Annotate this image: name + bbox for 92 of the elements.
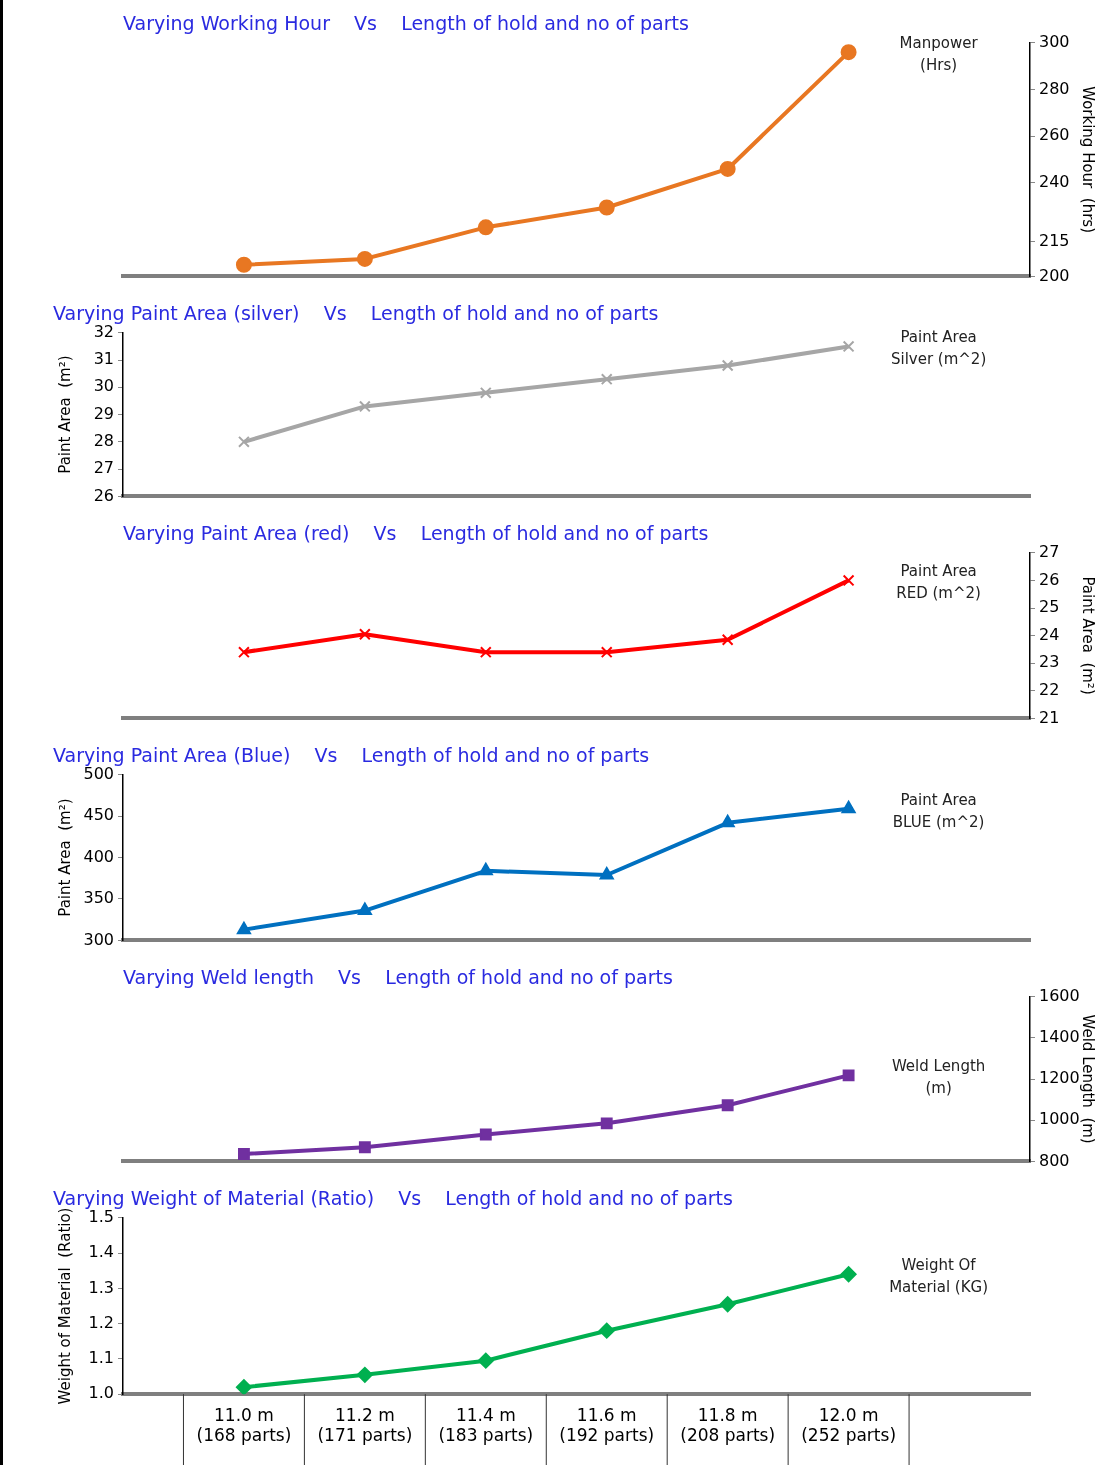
point [479,646,492,659]
point [237,435,250,448]
point [719,1296,736,1313]
y-tick-label: 280 [1039,78,1070,98]
point [358,1141,371,1154]
y-tick-label: 25 [1039,597,1060,617]
point [479,386,492,399]
y-tick-label: 31 [93,349,114,369]
point [720,814,735,828]
point [600,646,613,659]
point [358,628,371,641]
y-tick-label: 300 [1039,31,1070,51]
y-tick-label: 1600 [1039,985,1080,1005]
y-axis-title: Paint Area (m²) [55,798,74,917]
point [721,633,734,646]
y-tick-label: 1.4 [88,1242,114,1262]
y-tick-label: 30 [93,376,114,396]
point [478,862,493,876]
y-tick-label: 350 [83,888,114,908]
point [356,1366,373,1383]
y-tick-label: 27 [1039,541,1060,561]
y-tick-label: 400 [83,846,114,866]
x-tick-label: 11.4 m (183 parts) [438,1404,534,1446]
text: Manpower (Hrs) [899,34,979,75]
y-axis-title: Paint Area (m²) [1079,576,1098,695]
point [599,866,614,880]
y-axis-title: Paint Area (m²) [55,355,74,474]
y-tick-label: 24 [1039,624,1060,644]
text: Paint Area BLUE (m^2) [892,790,985,831]
y-tick-label: 450 [83,805,114,825]
point [598,199,615,216]
point [721,359,734,372]
point [721,1099,734,1112]
text: Weld Length (m) [891,1057,986,1098]
y-tick-label: 21 [1039,707,1060,727]
text: Paint Area Silver (m^2) [890,328,987,369]
y-tick-label: 215 [1039,230,1070,250]
point [840,1266,857,1283]
y-tick-label: 27 [93,458,114,478]
point [477,1352,494,1369]
text: Weight Of Material (KG) [889,1256,989,1297]
y-tick-label: 23 [1039,652,1060,672]
y-tick-label: 29 [93,403,114,423]
y-tick-label: 300 [83,929,114,949]
y-axis-title: Weld Length (m) [1079,1014,1098,1144]
point [357,902,372,916]
y-tick-label: 1400 [1039,1027,1080,1047]
chart-title: Varying Working Hour Vs Length of hold and no of parts [123,12,689,35]
x-tick-label: 11.2 m (171 parts) [317,1404,413,1446]
point [842,340,855,353]
point [235,256,252,273]
point [358,400,371,413]
y-tick-label: 1.2 [88,1312,114,1332]
point [719,160,736,177]
y-tick-label: 1.0 [88,1383,114,1403]
point [356,250,373,267]
point [841,800,856,814]
y-tick-label: 800 [1039,1150,1070,1170]
point [600,373,613,386]
chart-title: Varying Paint Area (red) Vs Length of hold and no of parts [123,522,709,545]
point [842,1069,855,1082]
point [236,921,251,935]
x-tick-label: 11.8 m (208 parts) [680,1404,776,1446]
point [840,44,857,61]
y-tick-label: 1.1 [88,1348,114,1368]
y-tick-label: 26 [1039,569,1060,589]
point [237,1148,250,1160]
point [477,219,494,236]
point [235,1379,252,1395]
point [598,1322,615,1339]
chart-title: Varying Weld length Vs Length of hold and no of parts [123,966,673,989]
y-tick-label: 200 [1039,265,1070,285]
point [479,1128,492,1141]
y-tick-label: 260 [1039,125,1070,145]
y-axis-title: Working Hour (hrs) [1079,86,1098,234]
point [842,574,855,587]
chart-title: Varying Paint Area (Blue) Vs Length of hold and no of parts [53,744,650,767]
text: Paint Area RED (m^2) [896,562,981,603]
x-tick-label: 11.6 m (192 parts) [559,1404,655,1446]
y-tick-label: 28 [93,431,114,451]
point [237,646,250,659]
x-tick-label: 12.0 m (252 parts) [801,1404,897,1446]
y-tick-label: 26 [93,485,114,505]
y-tick-label: 240 [1039,172,1070,192]
x-tick-label: 11.0 m (168 parts) [196,1404,292,1446]
point [600,1117,613,1130]
y-tick-label: 22 [1039,679,1060,699]
y-axis-title: Weight of Material (Ratio) [55,1207,74,1405]
y-tick-label: 1000 [1039,1109,1080,1129]
y-tick-label: 1200 [1039,1068,1080,1088]
chart-title: Varying Weight of Material (Ratio) Vs Length of hold and no of parts [53,1187,733,1210]
y-tick-label: 1.3 [88,1277,114,1297]
